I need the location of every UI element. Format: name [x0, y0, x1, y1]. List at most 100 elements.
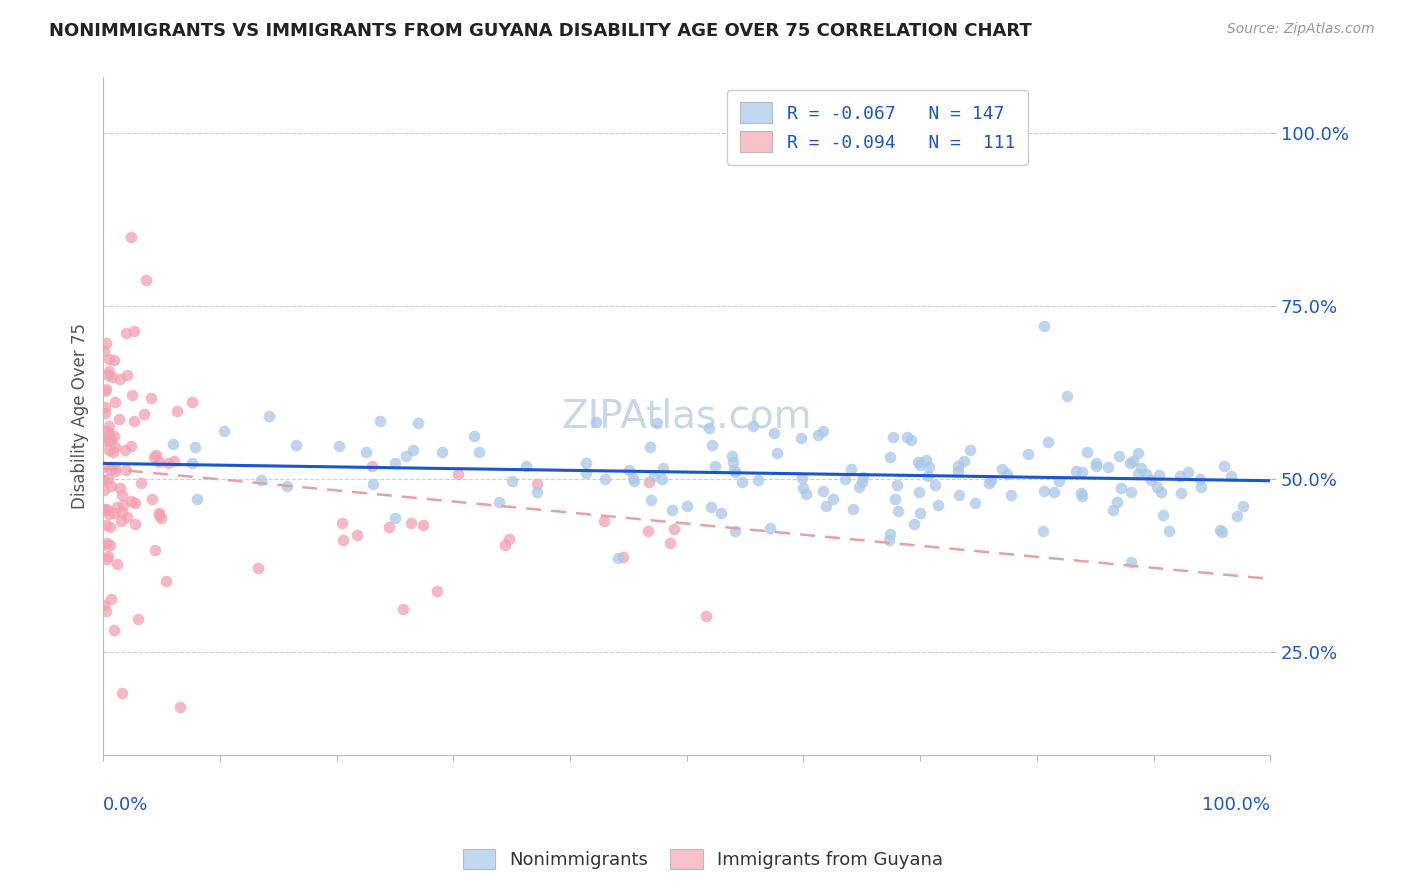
Point [1170, 486, 1192, 500]
Point [332, 533, 354, 547]
Point [112, 498, 135, 512]
Point [762, 425, 785, 440]
Point [815, 499, 838, 513]
Point [120, 494, 142, 508]
Point [426, 583, 449, 598]
Point [169, 700, 191, 714]
Point [93, 460, 115, 475]
Point [910, 458, 932, 473]
Point [467, 445, 489, 459]
Point [1105, 495, 1128, 509]
Point [695, 609, 717, 624]
Point [166, 404, 188, 418]
Point [917, 469, 939, 483]
Point [104, 395, 127, 409]
Point [103, 352, 125, 367]
Point [731, 475, 754, 489]
Point [1211, 525, 1233, 540]
Point [250, 473, 273, 487]
Point [1147, 468, 1170, 483]
Point [1036, 435, 1059, 450]
Point [108, 481, 131, 495]
Point [1043, 484, 1066, 499]
Point [1152, 508, 1174, 523]
Point [104, 460, 127, 475]
Point [98, 461, 121, 475]
Text: 100.0%: 100.0% [1202, 796, 1271, 814]
Point [879, 450, 901, 464]
Point [1126, 467, 1149, 482]
Point [330, 516, 353, 531]
Point [104, 440, 127, 454]
Point [607, 550, 630, 565]
Point [135, 273, 157, 287]
Point [946, 458, 969, 473]
Point [384, 456, 406, 470]
Point [710, 507, 733, 521]
Point [93, 434, 115, 448]
Point [96, 424, 118, 438]
Point [108, 412, 131, 426]
Point [703, 458, 725, 473]
Point [97, 351, 120, 366]
Point [821, 491, 844, 506]
Point [995, 467, 1018, 482]
Point [747, 473, 769, 487]
Point [1135, 467, 1157, 482]
Point [96, 517, 118, 532]
Point [1111, 481, 1133, 495]
Point [575, 456, 598, 470]
Point [1056, 389, 1078, 403]
Point [883, 491, 905, 506]
Point [852, 470, 875, 484]
Point [98, 538, 121, 552]
Point [115, 509, 138, 524]
Point [700, 500, 723, 514]
Point [94, 382, 117, 396]
Point [1139, 473, 1161, 487]
Point [903, 516, 925, 531]
Point [1232, 499, 1254, 513]
Point [792, 481, 814, 495]
Y-axis label: Disability Age Over 75: Disability Age Over 75 [72, 324, 89, 509]
Point [149, 511, 172, 525]
Point [148, 455, 170, 469]
Point [1119, 484, 1142, 499]
Point [758, 521, 780, 535]
Point [498, 533, 520, 547]
Point [1070, 465, 1092, 479]
Point [700, 438, 723, 452]
Point [163, 454, 186, 468]
Point [1146, 479, 1168, 493]
Point [807, 428, 830, 442]
Point [124, 516, 146, 531]
Point [139, 391, 162, 405]
Point [963, 496, 986, 510]
Point [110, 514, 132, 528]
Point [98, 433, 121, 447]
Point [1047, 474, 1070, 488]
Point [1129, 461, 1152, 475]
Point [915, 452, 938, 467]
Point [1084, 456, 1107, 470]
Point [212, 424, 235, 438]
Point [141, 491, 163, 506]
Point [924, 478, 946, 492]
Point [724, 524, 747, 538]
Point [979, 476, 1001, 491]
Point [652, 461, 675, 475]
Point [724, 465, 747, 479]
Point [257, 409, 280, 423]
Point [101, 369, 124, 384]
Point [93, 598, 115, 612]
Point [108, 371, 131, 385]
Point [1064, 464, 1087, 478]
Point [103, 623, 125, 637]
Point [1017, 447, 1039, 461]
Point [886, 478, 908, 492]
Point [1032, 319, 1054, 334]
Point [184, 440, 207, 454]
Point [361, 477, 384, 491]
Point [790, 431, 813, 445]
Point [93, 501, 115, 516]
